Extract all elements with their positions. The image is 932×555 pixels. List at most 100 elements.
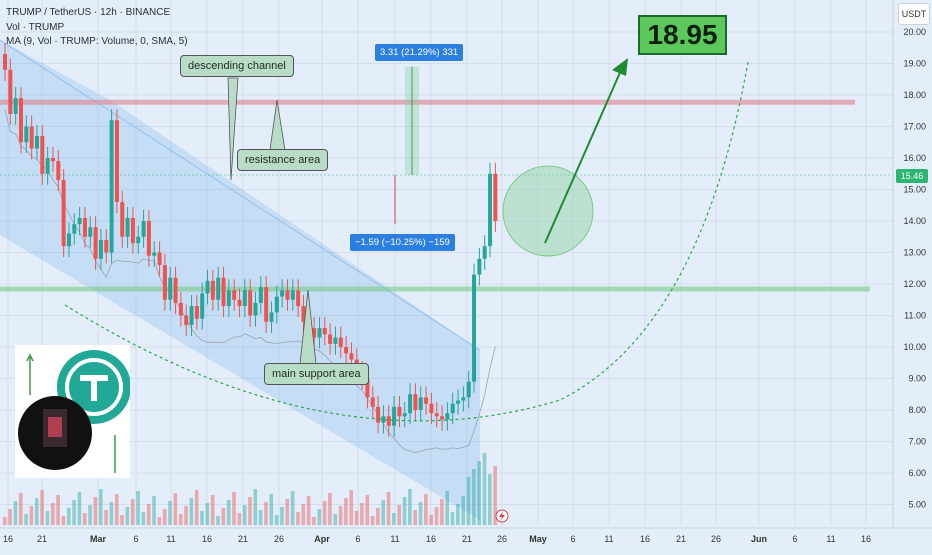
descending-channel-callout[interactable]: descending channel bbox=[180, 55, 294, 77]
x-tick-label: 6 bbox=[133, 534, 138, 544]
ma-line[interactable]: MA (9, Vol · TRUMP: Volume, 0, SMA, 5) bbox=[6, 36, 188, 47]
candle-body bbox=[344, 347, 349, 354]
candle-body bbox=[216, 277, 221, 300]
candle-body bbox=[370, 397, 375, 407]
candle-body bbox=[456, 400, 461, 404]
x-tick-label: 21 bbox=[238, 534, 248, 544]
volume-bar bbox=[296, 512, 300, 525]
candle-body bbox=[210, 280, 215, 300]
volume-bar bbox=[285, 499, 290, 525]
volume-bar bbox=[482, 453, 487, 525]
volume-bar bbox=[3, 517, 7, 525]
candle-body bbox=[296, 290, 301, 307]
target-price-label[interactable]: 18.95 bbox=[638, 15, 727, 55]
resistance-zone bbox=[0, 99, 855, 105]
volume-bar bbox=[392, 513, 396, 525]
descending-channel-band bbox=[0, 40, 480, 520]
volume-bar bbox=[493, 466, 497, 525]
volume-bar bbox=[402, 497, 407, 525]
volume-bar bbox=[189, 498, 194, 525]
y-tick-label: 9.00 bbox=[908, 374, 926, 384]
volume-bar bbox=[328, 493, 332, 525]
x-tick-label: Mar bbox=[90, 534, 107, 544]
candle-body bbox=[232, 290, 237, 300]
volume-bar bbox=[280, 507, 284, 525]
volume-bar bbox=[205, 503, 210, 525]
ma-line bbox=[4, 109, 496, 453]
volume-bar bbox=[461, 496, 465, 525]
volume-bar bbox=[354, 511, 359, 525]
candle-body bbox=[333, 337, 338, 344]
tether-logo-icon bbox=[18, 350, 131, 473]
candle-body bbox=[328, 334, 333, 344]
volume-bar bbox=[146, 504, 151, 525]
candle-body bbox=[104, 239, 109, 253]
symbol-line[interactable]: TRUMP / TetherUS · 12h · BINANCE bbox=[6, 7, 171, 18]
candle-body bbox=[434, 413, 439, 417]
resistance-area-callout[interactable]: resistance area bbox=[237, 149, 329, 171]
y-tick-label: 15.00 bbox=[903, 185, 926, 195]
candle-body bbox=[3, 54, 7, 70]
measure-down-label[interactable]: −1.59 (−10.25%) −159 bbox=[350, 234, 455, 251]
volume-line[interactable]: Vol · TRUMP bbox=[6, 22, 65, 33]
x-tick-label: 26 bbox=[274, 534, 284, 544]
volume-bar bbox=[221, 508, 226, 525]
volume-bar bbox=[130, 499, 135, 525]
volume-bar bbox=[418, 502, 423, 525]
volume-bar bbox=[24, 514, 28, 525]
volume-bar bbox=[56, 495, 60, 525]
x-tick-label: 11 bbox=[604, 534, 613, 544]
volume-bar bbox=[338, 506, 343, 525]
x-tick-label: 11 bbox=[390, 534, 399, 544]
y-tick-label: 17.00 bbox=[903, 122, 926, 132]
volume-bar bbox=[178, 514, 183, 525]
candle-body bbox=[424, 397, 429, 404]
candle-body bbox=[194, 306, 199, 319]
volume-bar bbox=[434, 507, 439, 525]
volume-bar bbox=[184, 506, 188, 525]
volume-bar bbox=[477, 461, 481, 525]
y-tick-label: 13.00 bbox=[903, 248, 926, 258]
candle-body bbox=[184, 315, 189, 325]
candle-body bbox=[18, 98, 23, 143]
volume-bar bbox=[386, 492, 391, 525]
candle-body bbox=[482, 246, 487, 259]
volume-bar bbox=[66, 508, 71, 525]
main-support-area-callout[interactable]: main support area bbox=[264, 363, 369, 385]
candle-body bbox=[93, 227, 98, 259]
candle-body bbox=[418, 397, 423, 410]
candle-body bbox=[8, 69, 13, 114]
candle-body bbox=[392, 406, 397, 426]
candle-body bbox=[258, 287, 263, 303]
candle-body bbox=[386, 416, 391, 426]
candle-body bbox=[173, 277, 178, 303]
x-tick-label: 21 bbox=[462, 534, 472, 544]
volume-bar bbox=[344, 498, 348, 525]
y-tick-label: 14.00 bbox=[903, 216, 926, 226]
y-tick-label: 18.00 bbox=[903, 90, 926, 100]
volume-bar bbox=[253, 489, 258, 525]
x-tick-label: 16 bbox=[426, 534, 436, 544]
measure-up-label[interactable]: 3.31 (21.29%) 331 bbox=[375, 44, 464, 61]
accumulation-circle bbox=[502, 165, 594, 257]
volume-bar bbox=[472, 469, 476, 525]
x-tick-label: 6 bbox=[570, 534, 575, 544]
volume-bar bbox=[274, 515, 279, 525]
volume-bar bbox=[397, 505, 402, 525]
candle-body bbox=[29, 126, 34, 149]
candle-body bbox=[450, 403, 455, 414]
volume-bar bbox=[120, 515, 124, 525]
volume-bar bbox=[322, 501, 327, 525]
candle-body bbox=[248, 290, 253, 316]
candle-body bbox=[264, 287, 269, 322]
volume-bar bbox=[413, 510, 418, 525]
price-axis-bg bbox=[893, 0, 932, 550]
candle-body bbox=[440, 416, 445, 420]
volume-bar bbox=[34, 498, 39, 525]
x-tick-label: 21 bbox=[37, 534, 47, 544]
x-tick-label: 16 bbox=[3, 534, 13, 544]
volume-bar bbox=[440, 499, 444, 525]
currency-unit[interactable]: USDT bbox=[898, 3, 930, 25]
candle-body bbox=[162, 265, 167, 300]
